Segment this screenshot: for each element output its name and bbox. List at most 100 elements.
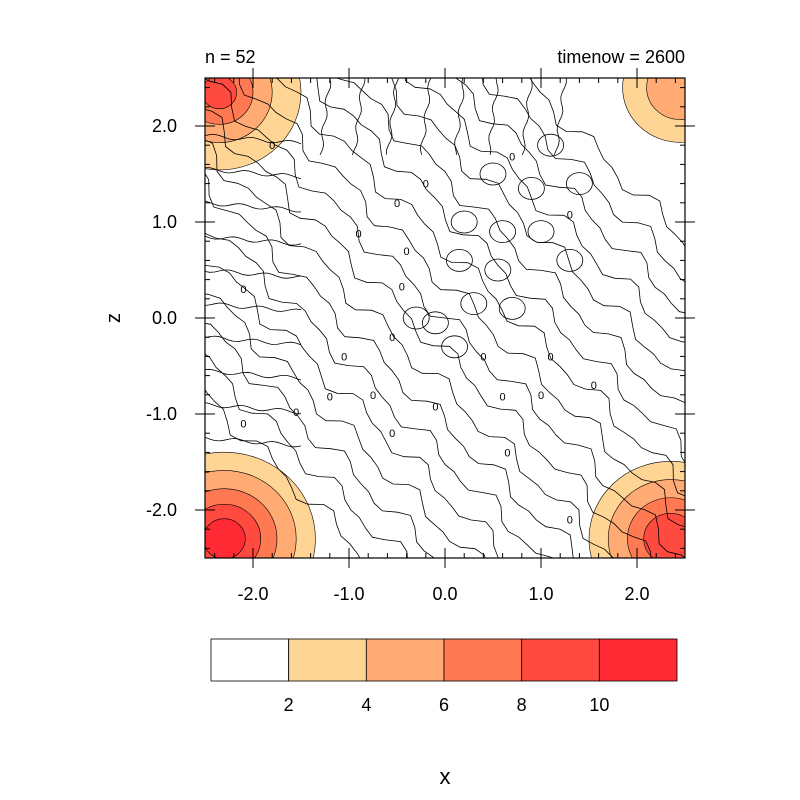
contour-label: 0 xyxy=(567,209,573,221)
y-tick-label: -1.0 xyxy=(146,404,177,424)
contour-loop xyxy=(441,335,469,359)
contour-loop xyxy=(556,248,584,272)
contour-line-edge xyxy=(385,78,400,155)
x-tick-label: 2.0 xyxy=(624,584,649,604)
contour-label: 0 xyxy=(293,407,299,419)
contour-label: 0 xyxy=(509,152,515,164)
contour-line xyxy=(275,78,685,497)
colorbar-label: 4 xyxy=(361,695,371,715)
colorbar-label: 2 xyxy=(284,695,294,715)
contour-line xyxy=(205,293,486,558)
colorbar-box xyxy=(443,638,523,682)
contour-line xyxy=(205,108,652,558)
contour-line-edge xyxy=(521,78,533,155)
contour-label: 0 xyxy=(240,284,246,296)
contour-line-edge xyxy=(488,78,499,155)
colorbar-box xyxy=(210,638,290,682)
contour-line-edge xyxy=(351,78,366,155)
contour-label: 0 xyxy=(404,246,410,258)
contour-line xyxy=(205,322,435,558)
contour-label: 0 xyxy=(389,428,395,440)
x-axis-label: x xyxy=(440,764,451,789)
contour-loop xyxy=(489,220,517,244)
contour-label: 0 xyxy=(240,419,246,431)
y-tick-label: 1.0 xyxy=(152,212,177,232)
contour-loop xyxy=(450,210,478,234)
y-axis-label: z xyxy=(103,313,125,323)
contour-line-edge xyxy=(553,78,567,155)
x-tick-label: 1.0 xyxy=(528,584,553,604)
contour-line-edge xyxy=(205,402,302,415)
contour-line-edge xyxy=(205,335,302,346)
title-right: timenow = 2600 xyxy=(557,47,685,67)
contour-loop xyxy=(460,292,488,316)
contour-line-edge xyxy=(420,78,432,155)
contour-line xyxy=(482,78,685,283)
filled-contour-ring xyxy=(643,512,685,558)
y-tick-label: -2.0 xyxy=(146,500,177,520)
filled-contour-ring xyxy=(205,518,246,558)
contour-label: 0 xyxy=(504,447,510,459)
contour-label: 0 xyxy=(538,390,544,402)
colorbar-labels: 2 4 6 8 10 xyxy=(284,695,610,715)
contour-label: 0 xyxy=(500,392,506,404)
contour-loop xyxy=(498,296,526,320)
x-tick-label: 0.0 xyxy=(432,584,457,604)
contour-line xyxy=(205,78,685,558)
contour-label: 0 xyxy=(356,229,362,241)
contour-line xyxy=(205,264,500,558)
contour-loop xyxy=(537,133,564,157)
contour-line xyxy=(455,78,685,314)
contour-label: 0 xyxy=(591,380,597,392)
colorbar xyxy=(210,638,678,682)
contour-label: 0 xyxy=(480,351,486,363)
contour-line-edge xyxy=(205,269,302,279)
filled-contours xyxy=(205,78,685,558)
contour-line-edge xyxy=(205,133,302,145)
contour-label: 0 xyxy=(432,401,438,413)
contour-loop xyxy=(484,258,512,282)
contour-loop xyxy=(402,306,430,330)
contour-label: 0 xyxy=(269,140,275,152)
contour-label-group: 0 0 0 0 0 0 0 0 0 0 0 0 0 0 0 0 0 0 0 0 0 0 0 0 xyxy=(240,140,597,526)
contour-line-edge xyxy=(205,368,302,381)
contour-loop xyxy=(421,311,449,335)
colorbar-label: 10 xyxy=(589,695,609,715)
y-tick-label: 2.0 xyxy=(152,116,177,136)
filled-contour-ring xyxy=(646,78,685,120)
filled-contour-ring xyxy=(205,78,237,110)
contour-loop xyxy=(566,172,593,196)
contour-line xyxy=(205,388,361,558)
colorbar-label: 8 xyxy=(517,695,527,715)
contour-label: 0 xyxy=(327,392,333,404)
contour-line-edge xyxy=(205,436,302,448)
tick-labels: -2.0 -1.0 0.0 1.0 2.0 2.0 1.0 0.0 -1.0 -2.0 xyxy=(146,116,650,604)
contour-line-edge xyxy=(205,302,302,312)
contour-line xyxy=(205,232,555,558)
contour-line xyxy=(404,78,685,343)
contour-label: 0 xyxy=(341,351,347,363)
contour-line-edge xyxy=(454,78,465,155)
contour-loop xyxy=(518,176,545,200)
contour-label: 0 xyxy=(370,390,376,402)
contour-line xyxy=(335,78,685,404)
contour-line-edge xyxy=(205,200,302,213)
title-left: n = 52 xyxy=(205,47,256,67)
contour-lines xyxy=(205,78,685,558)
contour-label: 0 xyxy=(423,179,429,191)
contour-label: 0 xyxy=(394,198,400,210)
axis-ticks xyxy=(195,68,695,568)
x-tick-label: -1.0 xyxy=(333,584,364,604)
colorbar-box xyxy=(365,638,445,682)
contour-line-edge xyxy=(205,167,302,180)
contour-label: 0 xyxy=(399,281,405,293)
colorbar-box xyxy=(288,638,367,682)
contour-label: 0 xyxy=(548,351,554,363)
contour-line-edge xyxy=(319,78,332,155)
contour-line xyxy=(238,78,685,528)
contour-line-edge xyxy=(205,235,302,246)
contour-line xyxy=(390,78,685,372)
contour-line xyxy=(316,78,685,464)
contour-line xyxy=(205,172,574,558)
